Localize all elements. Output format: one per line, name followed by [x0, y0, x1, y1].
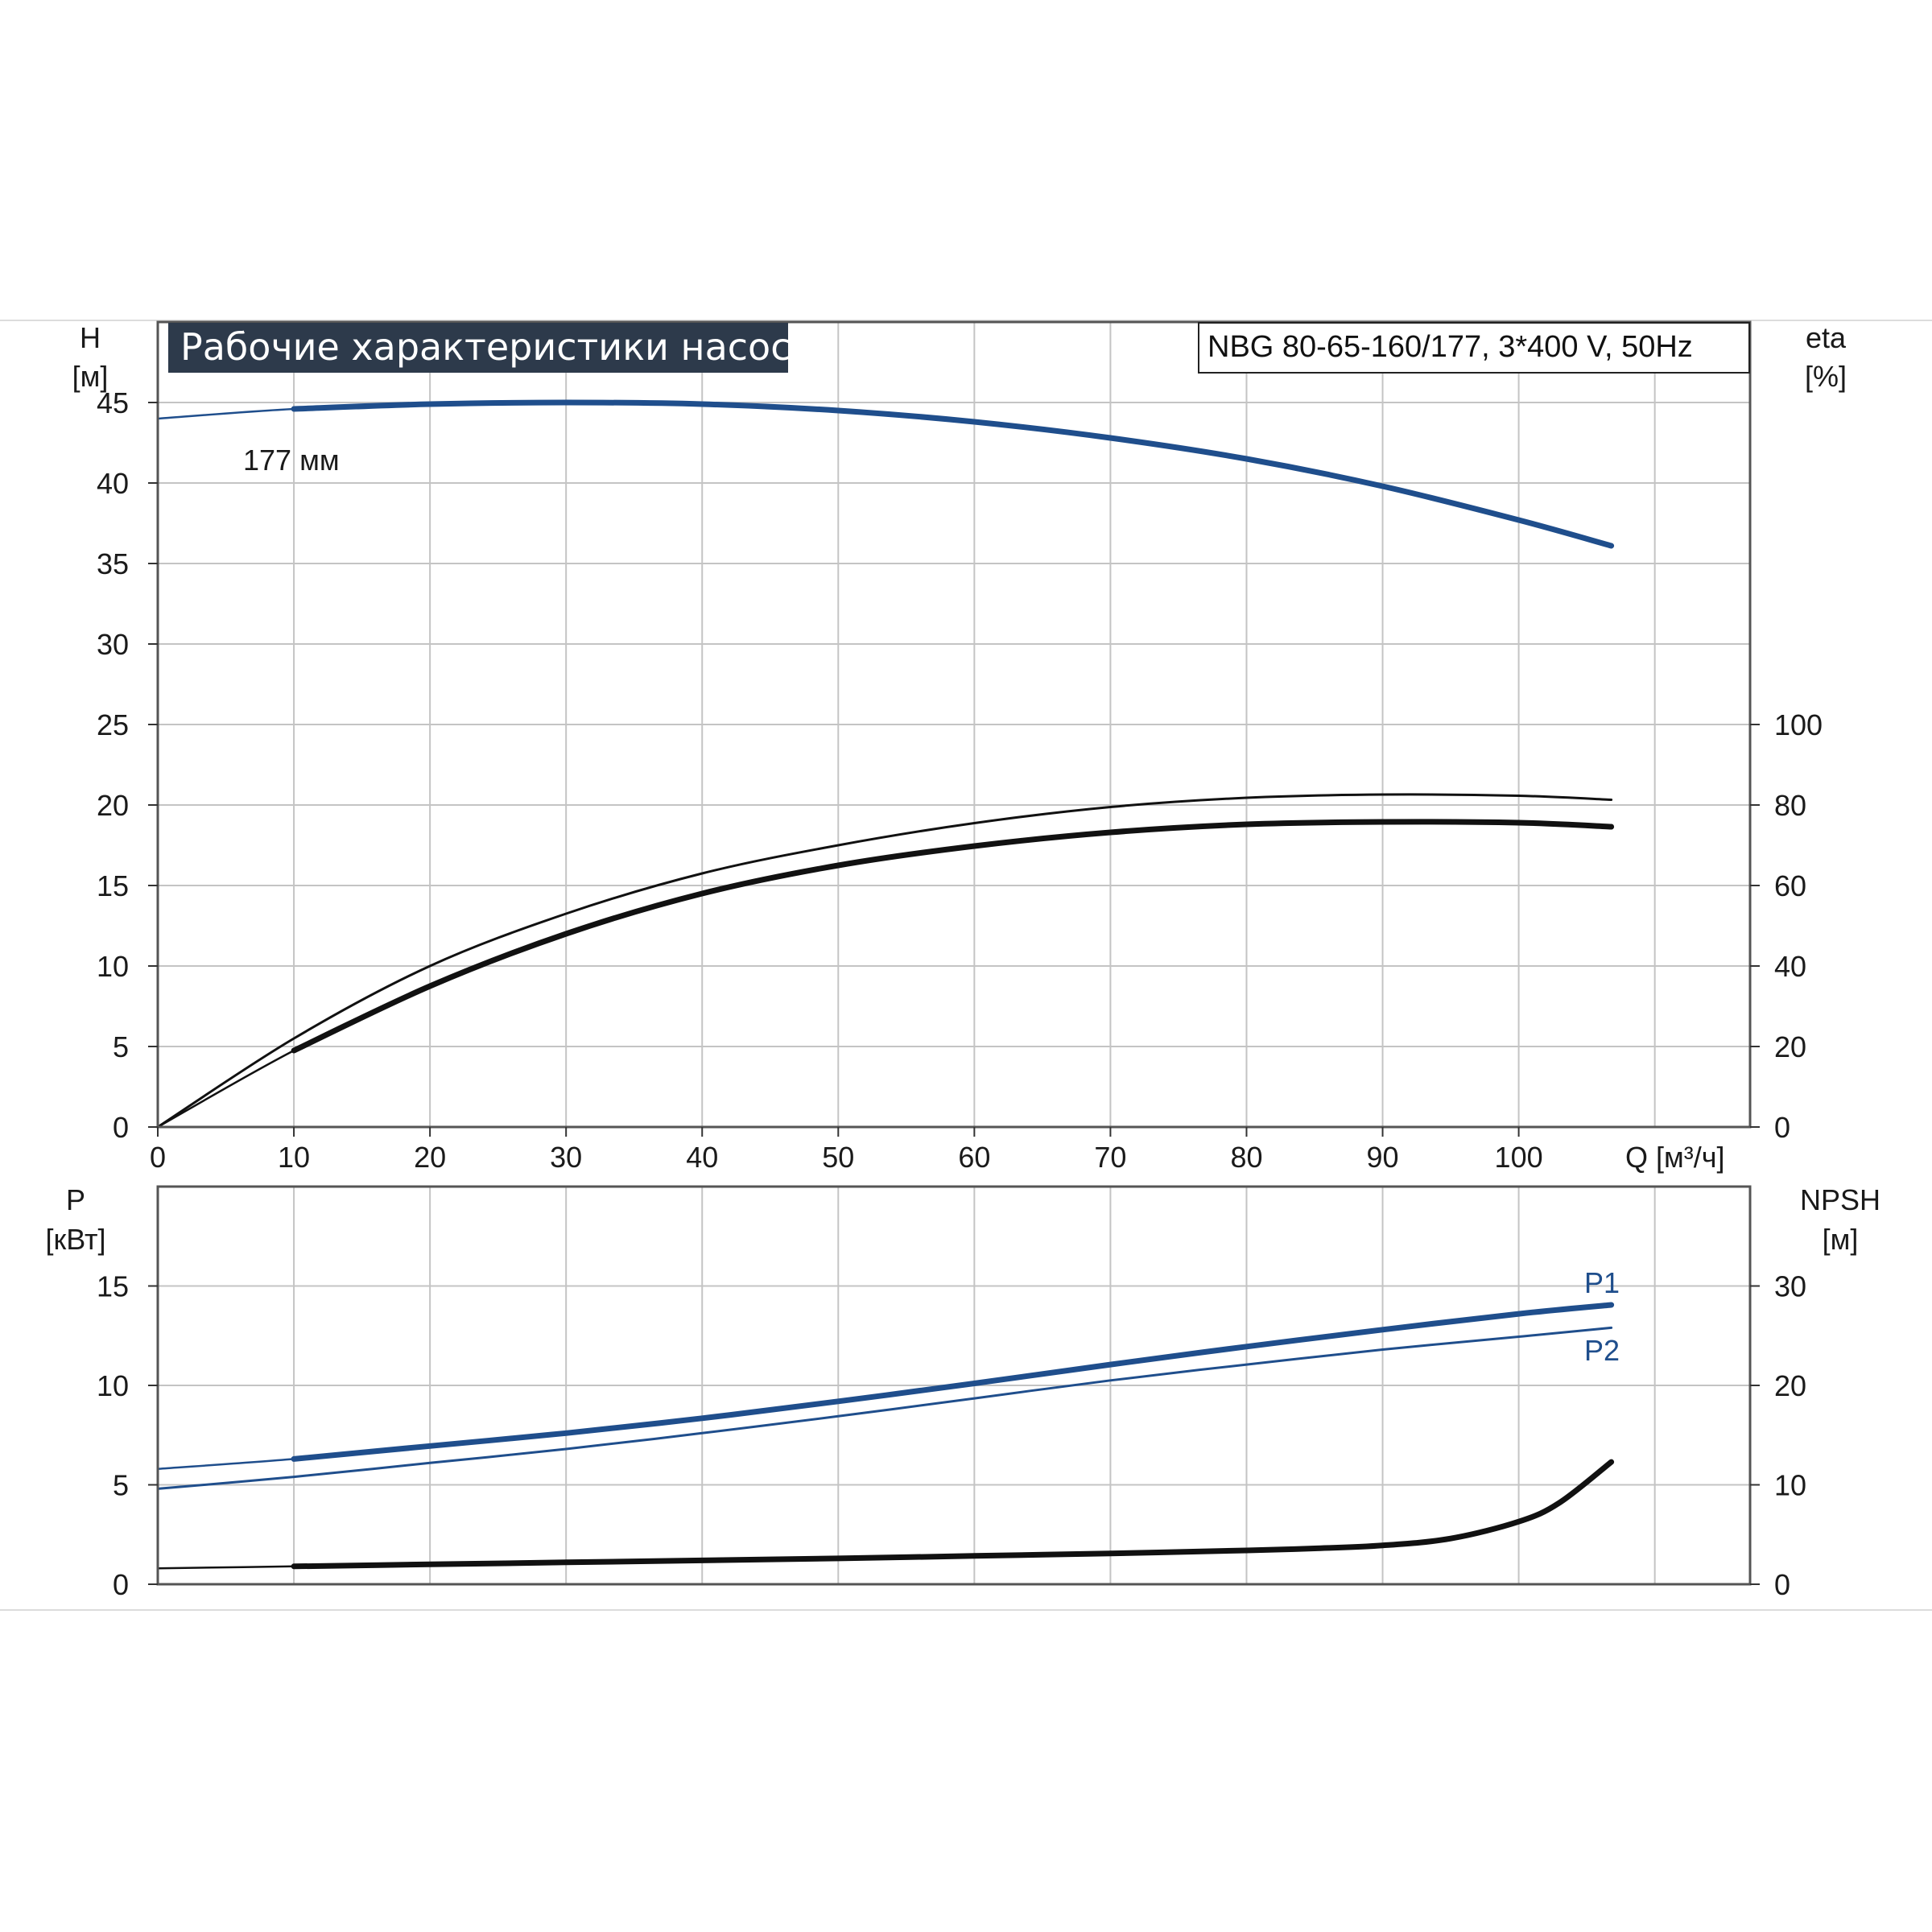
- top-left-tick-label-40: 40: [97, 467, 129, 500]
- top-left-tick-label-15: 15: [97, 869, 129, 902]
- bottom-right-tick-label-10: 10: [1774, 1469, 1806, 1502]
- top-left-tick-label-5: 5: [113, 1030, 129, 1063]
- top-series-2-line: [291, 819, 1615, 1054]
- bottom-left-tick-label-15: 15: [97, 1270, 129, 1303]
- impeller-diameter-annotation: 177 мм: [243, 444, 340, 477]
- top-series-0-line: [291, 399, 1615, 549]
- top-x-tick-label-90: 90: [1367, 1141, 1399, 1174]
- top-right-tick-label-100: 100: [1774, 708, 1823, 741]
- top-x-tick-label-80: 80: [1230, 1141, 1262, 1174]
- top-right-tick-label-60: 60: [1774, 869, 1806, 902]
- top-x-tick-label-0: 0: [150, 1141, 166, 1174]
- top-left-tick-label-35: 35: [97, 547, 129, 580]
- y-left-label-symbol: H: [80, 321, 101, 354]
- bottom-plot-ticks: 0 5 10 15 0 10 20 30: [97, 1270, 1806, 1602]
- top-left-tick-label-10: 10: [97, 950, 129, 983]
- top-plot-grid: [158, 322, 1750, 1127]
- y-right-label-symbol: eta: [1806, 321, 1847, 354]
- series-label-p2: P2: [1584, 1334, 1620, 1367]
- top-plot-series: [156, 399, 1615, 1129]
- bottom-plot-grid: [158, 1187, 1750, 1584]
- title-box: [168, 323, 788, 373]
- top-left-tick-label-20: 20: [97, 789, 129, 822]
- power-axis-label-symbol: P: [66, 1183, 85, 1216]
- model-label: NBG 80-65-160/177, 3*400 V, 50Hz: [1208, 330, 1693, 364]
- top-x-tick-label-60: 60: [958, 1141, 990, 1174]
- chart-title: Рабочие характеристики насоса: [180, 325, 814, 369]
- top-right-tick-label-20: 20: [1774, 1030, 1806, 1063]
- bottom-left-tick-label-5: 5: [113, 1469, 129, 1502]
- model-box: [1198, 322, 1750, 374]
- series-label-p1: P1: [1584, 1266, 1620, 1299]
- top-plot-ticks: 0 5 10 15 20 25 30 35 40 45 0 20 40 60 80 100 0 10 20 30 40 5…: [97, 386, 1823, 1174]
- top-x-tick-label-10: 10: [278, 1141, 310, 1174]
- bottom-series-p2-line: [156, 1326, 1613, 1490]
- bottom-right-tick-label-0: 0: [1774, 1568, 1790, 1601]
- x-axis-label: Q [м³/ч]: [1625, 1141, 1725, 1174]
- top-x-tick-label-40: 40: [686, 1141, 718, 1174]
- bottom-left-tick-label-10: 10: [97, 1369, 129, 1402]
- bottom-plot-series: [156, 1302, 1615, 1570]
- top-x-tick-label-100: 100: [1495, 1141, 1543, 1174]
- top-left-tick-label-25: 25: [97, 708, 129, 741]
- npsh-axis-label-unit: [м]: [1823, 1223, 1859, 1256]
- top-series-1-line: [156, 793, 1613, 1129]
- power-axis-label-unit: [кВт]: [45, 1223, 105, 1256]
- bottom-right-tick-label-30: 30: [1774, 1270, 1806, 1303]
- y-left-label-unit: [м]: [72, 360, 109, 393]
- top-right-tick-label-80: 80: [1774, 789, 1806, 822]
- top-right-tick-label-40: 40: [1774, 950, 1806, 983]
- top-x-tick-label-50: 50: [822, 1141, 854, 1174]
- y-right-label-unit: [%]: [1805, 360, 1847, 393]
- npsh-axis-label-symbol: NPSH: [1800, 1183, 1880, 1216]
- bottom-series-2-line: [291, 1459, 1615, 1570]
- top-x-tick-label-20: 20: [414, 1141, 446, 1174]
- bottom-right-tick-label-20: 20: [1774, 1369, 1806, 1402]
- bottom-left-tick-label-0: 0: [113, 1568, 129, 1601]
- top-left-tick-label-30: 30: [97, 628, 129, 661]
- top-x-tick-label-70: 70: [1094, 1141, 1126, 1174]
- top-left-tick-label-45: 45: [97, 386, 129, 419]
- top-right-tick-label-0: 0: [1774, 1111, 1790, 1144]
- top-x-tick-label-30: 30: [550, 1141, 582, 1174]
- top-left-tick-label-0: 0: [113, 1111, 129, 1144]
- bottom-series-p1-line: [291, 1302, 1615, 1462]
